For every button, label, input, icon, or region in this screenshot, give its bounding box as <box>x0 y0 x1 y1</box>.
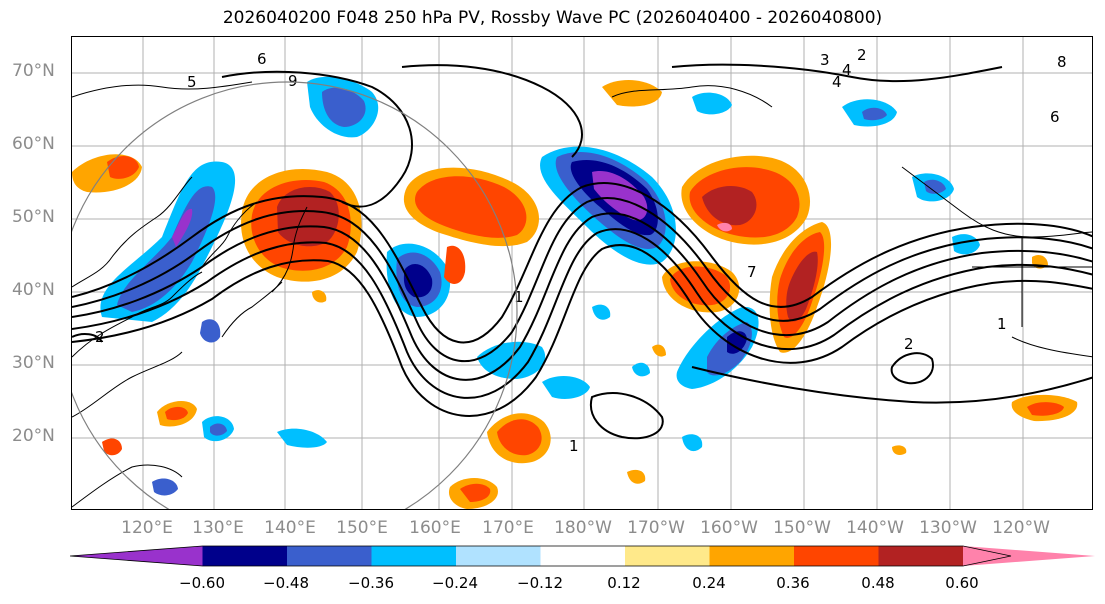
lat-label: 30°N <box>12 353 55 373</box>
colorbar-tick-label: −0.48 <box>263 574 309 592</box>
colorbar <box>70 545 1095 567</box>
contour-label: 1 <box>569 437 579 455</box>
lat-label: 70°N <box>12 61 55 81</box>
map-title: 2026040200 F048 250 hPa PV, Rossby Wave … <box>222 8 883 28</box>
contour-label: 6 <box>1050 108 1060 126</box>
lon-label: 140°W <box>846 518 904 538</box>
colorbar-tick-label: −0.60 <box>179 574 225 592</box>
lat-label: 40°N <box>12 280 55 300</box>
lon-label: 170°W <box>627 518 685 538</box>
lon-label: 120°W <box>992 518 1050 538</box>
colorbar-tick-label: 0.60 <box>945 574 979 592</box>
colorbar-tick-label: −0.24 <box>432 574 478 592</box>
lon-label: 170°E <box>482 518 534 538</box>
colorbar-segment <box>794 546 879 566</box>
contour-label: 2 <box>904 335 914 353</box>
lon-label: 160°E <box>409 518 461 538</box>
lat-label: 20°N <box>12 426 55 446</box>
coastlines <box>72 81 1092 508</box>
lat-label: 50°N <box>12 207 55 227</box>
colorbar-segment <box>70 546 203 566</box>
colorbar-segment <box>287 546 372 566</box>
contour-label: 6 <box>257 50 267 68</box>
contour-label: 2 <box>857 46 867 64</box>
colorbar-segment <box>963 546 1095 566</box>
map-canvas: 2 3 4 5 6 8 9 1 1 2 7 6 4 1 2 <box>72 37 1092 509</box>
colorbar-segment <box>709 546 795 566</box>
colorbar-tick-label: 0.24 <box>692 574 726 592</box>
lon-label: 150°E <box>336 518 388 538</box>
contour-label: 8 <box>1057 53 1067 71</box>
lon-label: 130°W <box>919 518 977 538</box>
lon-label: 120°E <box>121 518 173 538</box>
colorbar-tick-label: −0.36 <box>348 574 394 592</box>
contour-label: 9 <box>288 72 298 90</box>
colorbar-segment <box>371 546 457 566</box>
lon-label: 160°W <box>700 518 758 538</box>
colorbar-segment <box>625 546 710 566</box>
region-circle <box>72 81 518 509</box>
contour-label: 5 <box>187 73 197 91</box>
contour-label: 1 <box>514 288 524 306</box>
colorbar-segment <box>878 546 964 566</box>
colorbar-segment <box>456 546 541 566</box>
lon-label: 180°W <box>554 518 612 538</box>
lon-label: 150°W <box>773 518 831 538</box>
lat-label: 60°N <box>12 134 55 154</box>
colorbar-tick-label: −0.12 <box>517 574 563 592</box>
lon-label: 140°E <box>264 518 316 538</box>
colorbar-segment <box>540 546 626 566</box>
contour-labels: 2 3 4 5 6 8 9 1 1 2 7 6 4 1 2 <box>95 46 1067 455</box>
contour-label: 4 <box>832 73 842 91</box>
contour-label: 2 <box>95 328 105 346</box>
colorbar-tick-label: 0.48 <box>861 574 895 592</box>
lon-label: 130°E <box>192 518 244 538</box>
pv-contours <box>72 63 1092 440</box>
colorbar-segment <box>202 546 288 566</box>
colorbar-outline <box>70 545 1012 567</box>
map-panel[interactable]: 2 3 4 5 6 8 9 1 1 2 7 6 4 1 2 <box>71 36 1093 510</box>
contour-label: 4 <box>842 61 852 79</box>
contour-label: 3 <box>820 51 830 69</box>
contour-label: 1 <box>997 315 1007 333</box>
colorbar-tick-label: 0.36 <box>776 574 810 592</box>
colorbar-tick-label: 0.12 <box>607 574 641 592</box>
contour-label: 7 <box>747 263 757 281</box>
